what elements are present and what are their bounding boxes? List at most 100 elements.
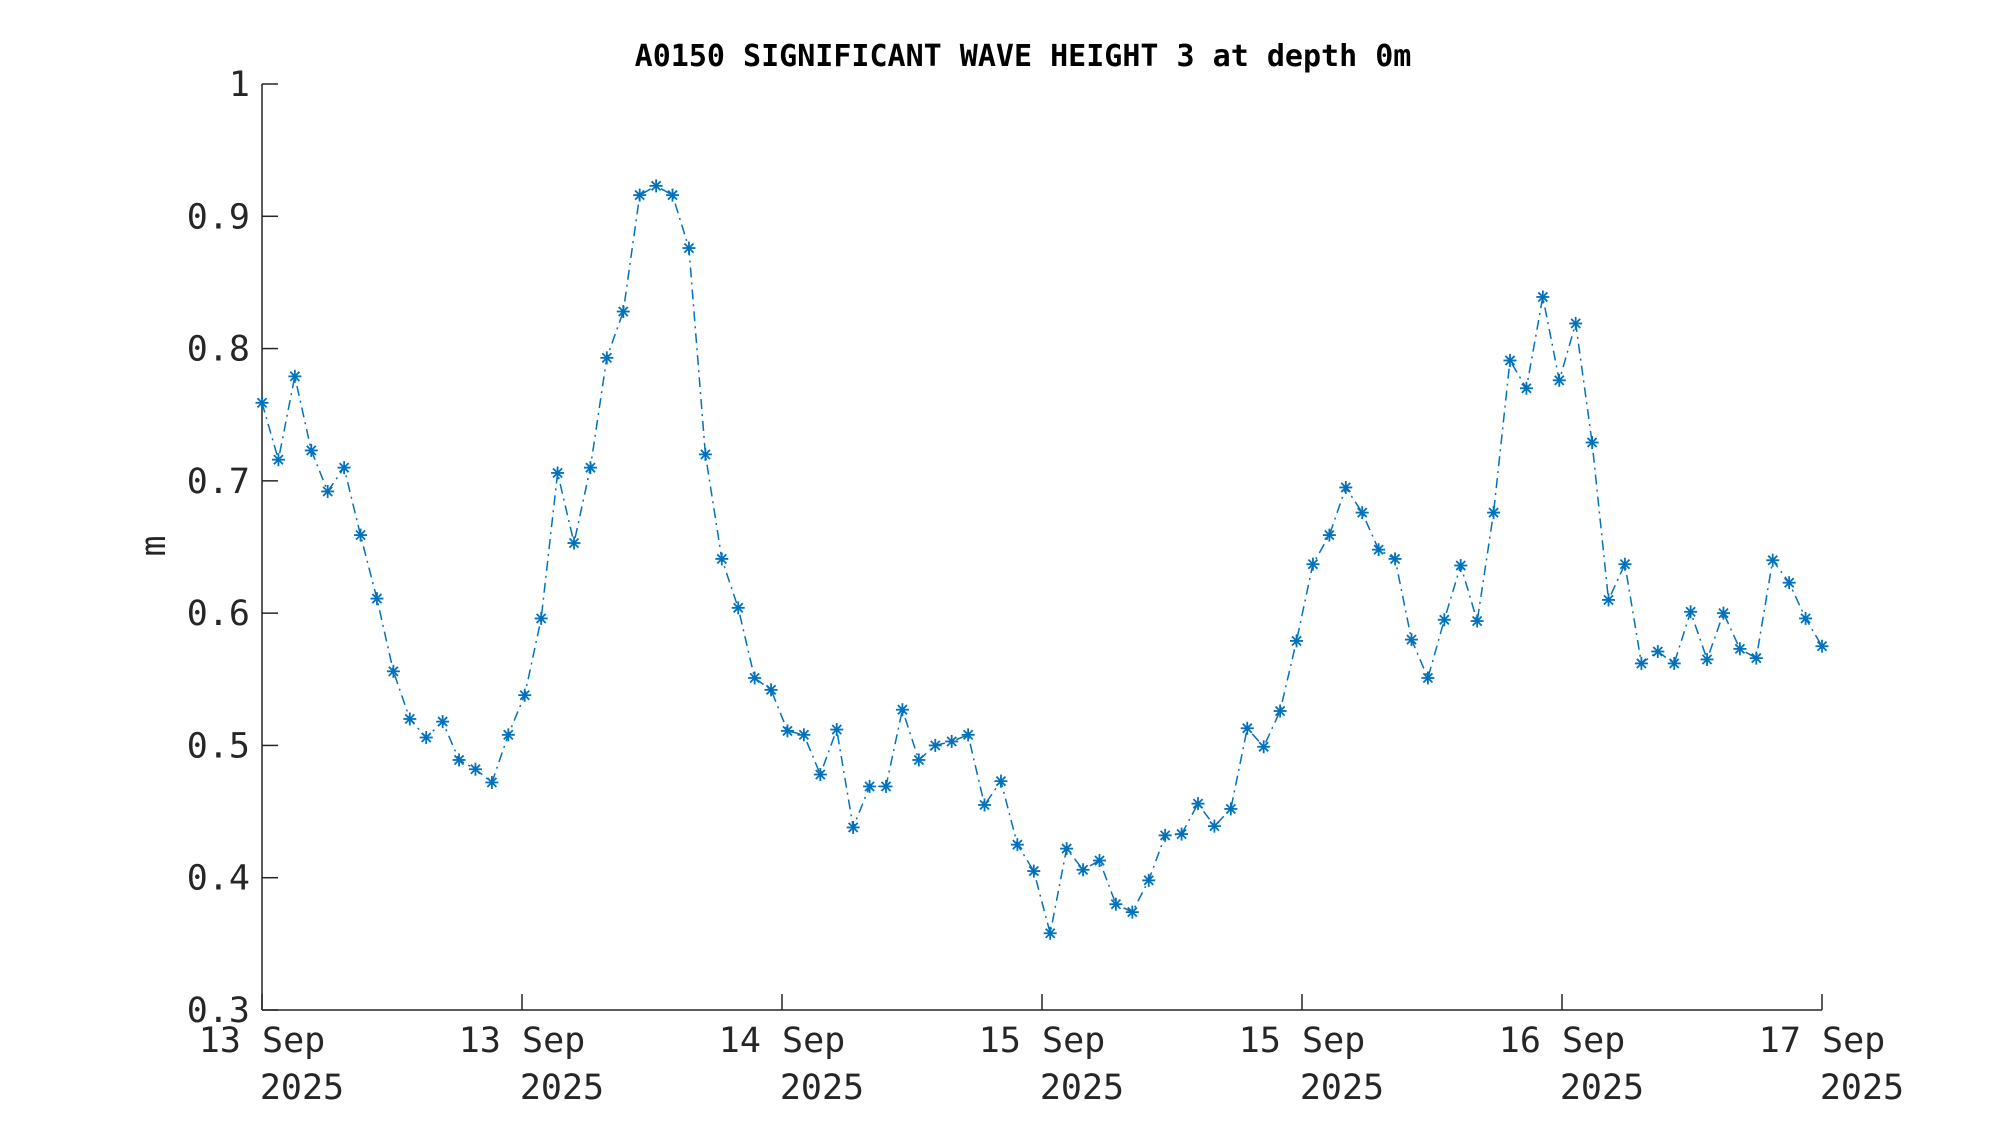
data-point-marker [1207, 819, 1221, 833]
data-point-marker [1684, 605, 1698, 619]
data-point-marker [468, 762, 482, 776]
y-tick-label: 0.6 [187, 594, 250, 634]
x-tick-label-date: 13 Sep [459, 1021, 585, 1061]
y-tick-label: 1 [229, 65, 250, 105]
data-point-marker [1519, 381, 1533, 395]
data-point-marker [271, 453, 285, 467]
data-point-marker [863, 779, 877, 793]
x-tick-label-date: 15 Sep [979, 1021, 1105, 1061]
data-point-marker [255, 396, 269, 410]
data-point-marker [895, 703, 909, 717]
data-point-marker [1322, 528, 1336, 542]
data-point-marker [321, 484, 335, 498]
data-point-marker [567, 536, 581, 550]
data-point-marker [1109, 897, 1123, 911]
data-point-marker [1257, 740, 1271, 754]
data-point-marker [1569, 316, 1583, 330]
data-point-marker [1716, 606, 1730, 620]
x-tick-label-date: 14 Sep [719, 1021, 845, 1061]
x-tick-label-date: 13 Sep [199, 1021, 325, 1061]
x-tick-label-year: 2025 [1040, 1068, 1124, 1108]
x-tick-label-year: 2025 [1300, 1068, 1384, 1108]
data-point-marker [1733, 642, 1747, 656]
data-point-marker [1634, 656, 1648, 670]
y-axis-label: m [134, 535, 174, 556]
data-point-marker [1273, 704, 1287, 718]
data-point-marker [961, 728, 975, 742]
data-point-marker [748, 671, 762, 685]
data-point-marker [1191, 797, 1205, 811]
chart-title: A0150 SIGNIFICANT WAVE HEIGHT 3 at depth… [635, 39, 1412, 74]
data-point-marker [419, 730, 433, 744]
data-point-marker [731, 601, 745, 615]
data-point-marker [1799, 611, 1813, 625]
data-point-marker [616, 305, 630, 319]
data-point-marker [1224, 802, 1238, 816]
data-point-marker [945, 734, 959, 748]
x-tick-label-date: 16 Sep [1499, 1021, 1625, 1061]
data-point-marker [1700, 652, 1714, 666]
x-tick-label-year: 2025 [780, 1068, 864, 1108]
data-point-marker [304, 443, 318, 457]
y-tick-label: 0.3 [187, 991, 250, 1031]
data-point-marker [1388, 552, 1402, 566]
y-tick-label: 0.8 [187, 330, 250, 370]
data-point-marker [386, 664, 400, 678]
data-point-marker [370, 592, 384, 606]
x-ticks: 13 Sep 2025 13 Sep 2025 14 Sep 2025 15 Sep 2025… [199, 994, 1904, 1108]
data-point-marker [1158, 828, 1172, 842]
data-point-marker [1585, 435, 1599, 449]
y-ticks: 0.3 0.4 0.5 0.6 0.7 0.8 0.9 1 [187, 65, 278, 1031]
data-point-marker [1454, 559, 1468, 573]
data-point-marker [583, 461, 597, 475]
data-point-marker [485, 775, 499, 789]
data-point-marker [698, 447, 712, 461]
data-point-marker [1290, 634, 1304, 648]
data-point-marker [797, 728, 811, 742]
data-point-marker [501, 728, 515, 742]
y-tick-label: 0.9 [187, 197, 250, 237]
data-point-marker [1060, 842, 1074, 856]
x-tick-label-date: 15 Sep [1239, 1021, 1365, 1061]
data-point-marker [1487, 506, 1501, 520]
y-tick-label: 0.7 [187, 462, 250, 502]
data-point-marker [1240, 721, 1254, 735]
data-point-marker [1355, 506, 1369, 520]
data-point-marker [912, 753, 926, 767]
data-point-marker [1503, 353, 1517, 367]
data-point-marker [1618, 557, 1632, 571]
data-point-marker [600, 351, 614, 365]
data-point-marker [649, 179, 663, 193]
data-point-marker [1536, 290, 1550, 304]
data-point-marker [436, 715, 450, 729]
data-point-marker [1092, 854, 1106, 868]
data-point-marker [666, 188, 680, 202]
data-point-marker [1602, 593, 1616, 607]
data-point-marker [1027, 864, 1041, 878]
data-point-marker [1782, 576, 1796, 590]
data-point-marker [978, 798, 992, 812]
data-point-marker [633, 188, 647, 202]
x-tick-label-year: 2025 [1560, 1068, 1644, 1108]
data-point-marker [1552, 373, 1566, 387]
data-point-marker [1142, 873, 1156, 887]
series-line [261, 185, 1823, 934]
data-point-marker [994, 774, 1008, 788]
data-point-marker [879, 779, 893, 793]
x-tick-label-year: 2025 [1820, 1068, 1904, 1108]
data-point-marker [1815, 639, 1829, 653]
x-tick-label-date: 17 Sep [1759, 1021, 1885, 1061]
data-point-marker [1010, 838, 1024, 852]
data-point-marker [1667, 656, 1681, 670]
axes [261, 84, 1822, 1011]
data-point-marker [1372, 543, 1386, 557]
data-point-marker [1470, 614, 1484, 628]
data-point-marker [780, 724, 794, 738]
data-point-marker [715, 552, 729, 566]
data-point-marker [518, 688, 532, 702]
y-tick-label: 0.4 [187, 859, 250, 899]
data-point-marker [846, 820, 860, 834]
data-point-marker [288, 369, 302, 383]
data-point-marker [1749, 651, 1763, 665]
data-point-marker [682, 241, 696, 255]
